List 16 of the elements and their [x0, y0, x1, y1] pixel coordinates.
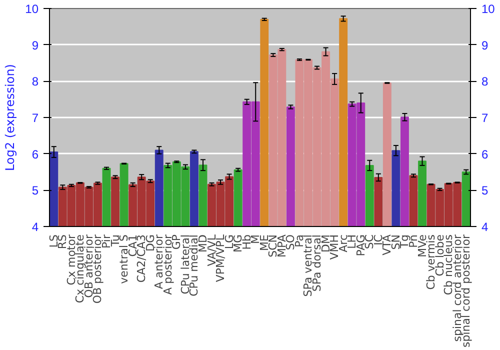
y-tick-label: 7 — [32, 111, 39, 125]
y-tick-label: 4 — [32, 220, 39, 234]
y2-tick-label: 10 — [482, 2, 496, 16]
y2-tick-label: 9 — [482, 38, 488, 52]
x-tick-label: OB posterior — [91, 234, 104, 304]
y-tick-label: 8 — [32, 74, 39, 89]
y-tick-label: 5 — [32, 184, 39, 198]
y2-tick-label: 7 — [482, 111, 488, 125]
y2-tick-label: 5 — [482, 184, 488, 198]
y-tick-label: 6 — [32, 147, 39, 162]
y2-tick-label: 8 — [482, 74, 488, 89]
y2-tick-label: 6 — [482, 147, 488, 162]
y-tick-label: 9 — [32, 38, 39, 52]
y-tick-label: 10 — [25, 2, 39, 16]
y-axis-title: Log2 (expression) — [3, 64, 18, 171]
y2-tick-label: 4 — [482, 220, 488, 234]
